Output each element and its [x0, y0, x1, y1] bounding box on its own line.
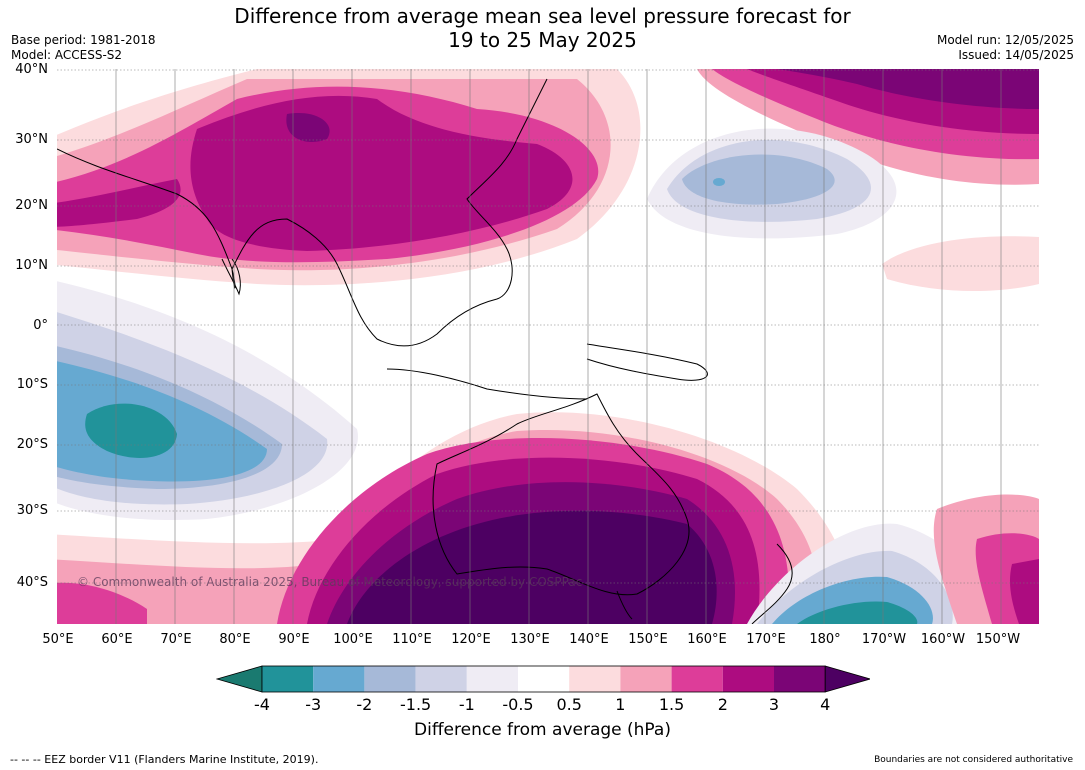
- colorbar-tick-label: -4: [254, 695, 270, 714]
- title-line-1: Difference from average mean sea level p…: [234, 4, 851, 28]
- lon-label: 100°E: [333, 632, 373, 647]
- coastlines: [57, 78, 793, 624]
- colorbar-cell: [671, 666, 723, 692]
- colorbar-extend-low: [216, 665, 263, 693]
- negative-anomaly-pacific: [647, 128, 897, 239]
- colorbar-extend-high: [824, 665, 870, 693]
- colorbar-tick-label: -0.5: [502, 695, 534, 714]
- meta-right: Model run: 12/05/2025 Issued: 14/05/2025: [937, 33, 1074, 63]
- colorbar-tick-label: -3: [305, 695, 322, 714]
- lon-label: 180°: [809, 632, 841, 647]
- colorbar-cell: [518, 666, 570, 692]
- map-title: Difference from average mean sea level p…: [0, 4, 1085, 52]
- base-period: Base period: 1981-2018: [11, 33, 156, 47]
- colorbar-cell: [569, 666, 621, 692]
- colorbar-tick-label: 3: [768, 695, 780, 714]
- pressure-anomaly-map: [57, 69, 1039, 624]
- lon-label: 170°E: [746, 632, 786, 647]
- colorbar-cells: [216, 665, 870, 693]
- southeast-corner-anomaly: [747, 494, 1039, 624]
- colorbar-cell: [722, 666, 774, 692]
- colorbar-tick-label: 2: [717, 695, 728, 714]
- lon-label: 130°E: [510, 632, 550, 647]
- boundary-disclaimer: Boundaries are not considered authoritat…: [874, 755, 1073, 765]
- lon-label: 50°E: [42, 632, 74, 647]
- lon-label: 80°E: [219, 632, 251, 647]
- lon-label: 170°W: [861, 632, 907, 647]
- colorbar-tick-label: -2: [356, 695, 373, 714]
- lon-label: 120°E: [451, 632, 491, 647]
- colorbar-cell: [313, 666, 365, 692]
- copyright-notice: © Commonwealth of Australia 2025, Bureau…: [77, 575, 583, 589]
- colorbar-cell: [774, 666, 826, 692]
- issued-date: Issued: 14/05/2025: [958, 48, 1074, 62]
- model-run: Model run: 12/05/2025: [936, 33, 1074, 47]
- positive-anomaly-northeast: [697, 69, 1039, 185]
- colorbar-tick-label: 4: [820, 695, 831, 714]
- lon-label: 160°E: [687, 632, 727, 647]
- lon-label: 60°E: [101, 632, 133, 647]
- positive-anomaly-pacific-east: [882, 236, 1039, 291]
- colorbar-cell: [262, 666, 314, 692]
- lon-label: 150°E: [628, 632, 668, 647]
- colorbar-tick-label: -1: [458, 695, 475, 714]
- eez-note: -- -- -- EEZ border V11 (Flanders Marine…: [10, 753, 319, 766]
- colorbar-tick-label: 1.5: [658, 695, 685, 714]
- meta-left: Base period: 1981-2018 Model: ACCESS-S2: [11, 33, 156, 63]
- lat-label: 0°: [33, 318, 48, 333]
- lon-label: 140°E: [569, 632, 609, 647]
- lat-label: 40°N: [15, 62, 48, 77]
- negative-anomaly-indian-ocean: [57, 281, 358, 520]
- lat-label: 20°N: [15, 198, 48, 213]
- lon-label: 160°W: [920, 632, 966, 647]
- title-line-2: 19 to 25 May 2025: [448, 28, 637, 52]
- colorbar-cell: [364, 666, 416, 692]
- lon-label: 110°E: [392, 632, 432, 647]
- colorbar-cell: [620, 666, 672, 692]
- lat-label: 10°N: [15, 258, 48, 273]
- gridlines: [57, 69, 1039, 584]
- colorbar-cell: [415, 666, 467, 692]
- lat-label: 20°S: [16, 437, 48, 452]
- lat-label: 30°N: [15, 132, 48, 147]
- colorbar-label: Difference from average (hPa): [414, 720, 671, 740]
- lat-label: 40°S: [16, 575, 48, 590]
- meridians: [115, 69, 1002, 624]
- colorbar: [216, 665, 870, 693]
- colorbar-tick-label: -1.5: [399, 695, 432, 714]
- lon-label: 150°W: [975, 632, 1021, 647]
- colorbar-tick-label: 0.5: [556, 695, 582, 714]
- lon-label: 70°E: [160, 632, 192, 647]
- colorbar-tick-label: 1: [615, 695, 626, 714]
- lat-label: 30°S: [16, 503, 48, 518]
- colorbar-cell: [466, 666, 518, 692]
- model-name: Model: ACCESS-S2: [11, 48, 123, 62]
- lon-label: 90°E: [278, 632, 310, 647]
- lat-label: 10°S: [16, 377, 48, 392]
